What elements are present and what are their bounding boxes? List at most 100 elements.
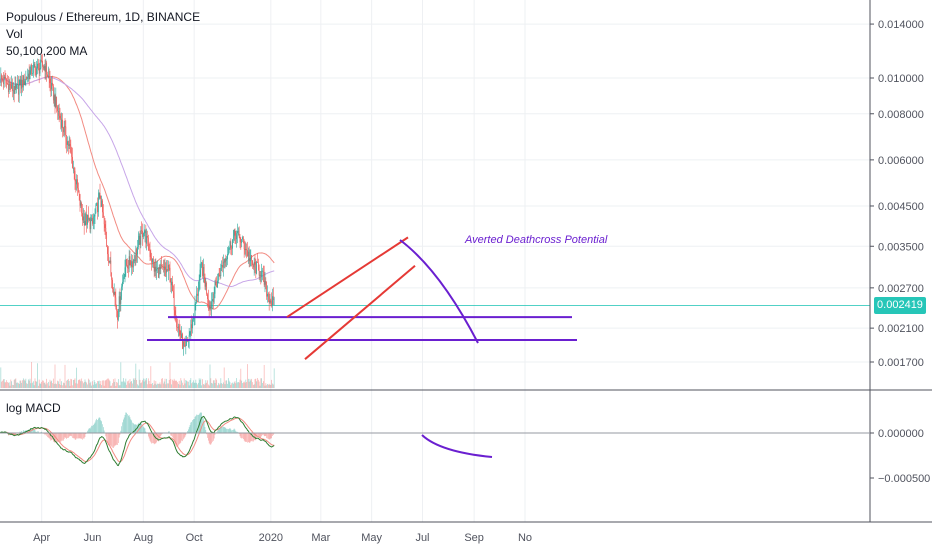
candle-body [225,258,227,261]
candle-body [72,156,73,169]
candle-body [17,84,18,85]
volume-bar [152,385,154,388]
volume-bar [130,381,132,388]
volume-bar [266,385,268,388]
volume-bar [98,380,100,388]
volume-bar [271,379,273,388]
candle-body [147,235,148,238]
candle-body [208,301,210,309]
candle-body [97,202,98,213]
volume-bar [252,382,253,388]
volume-bar [258,381,260,388]
candle-body [50,83,52,90]
volume-bar [72,380,74,388]
volume-bar [228,380,230,388]
volume-bar [200,378,202,388]
volume-bar [75,383,77,388]
candle-body [124,267,126,277]
volume-bar [260,378,262,388]
volume-bar [222,382,224,388]
volume-bar [42,380,43,388]
volume-bar [99,383,101,388]
candle-body [193,317,195,319]
candle-body [32,73,33,75]
candle-body [137,246,138,255]
candle-body [262,270,264,274]
candle-body [230,241,232,249]
candle-body [49,79,51,84]
candle-body [9,84,11,86]
candle-body [186,340,188,346]
candle-body [254,261,256,265]
candle-body [222,261,224,268]
volume-bar [125,378,127,388]
volume-bar [201,385,203,388]
volume-bar [202,379,203,388]
candle-body [264,281,266,285]
volume-bar [7,382,8,388]
volume-bar [265,383,267,388]
volume-bar [214,382,216,388]
volume-bar [129,379,131,388]
volume-bar [237,382,238,388]
volume-bar [120,362,122,388]
volume-bar [185,379,187,388]
candle-body [188,334,190,341]
candle-body [182,333,183,349]
candle-body [170,282,172,286]
candle-body [105,227,107,237]
candle-body [174,310,176,316]
candle-body [145,230,147,244]
candle-body [37,63,39,65]
volume-bar [153,380,155,388]
candle-body [72,168,74,169]
candle-body [78,192,80,195]
candle-body [51,82,53,90]
volume-bar [218,384,220,388]
candle-body [229,241,231,248]
candle-body [247,251,249,257]
volume-bar [143,381,145,388]
candle-body [31,64,33,74]
x-tick-label: May [361,532,382,544]
price-candles [0,54,275,356]
candle-body [265,281,267,282]
candle-body [27,77,28,79]
volume-bar [226,380,228,388]
candle-body [142,230,143,237]
candle-body [102,200,103,213]
volume-bar [243,381,245,388]
volume-bars [0,362,275,388]
candle-body [266,281,268,297]
candle-body [227,252,229,255]
candle-body [28,73,30,80]
candle-body [57,111,59,112]
volume-bar [25,378,27,388]
candle-body [121,286,123,297]
volume-bar [211,382,213,388]
candle-body [118,296,120,315]
volume-bar [202,383,204,388]
candle-body [142,233,144,237]
volume-bar [105,380,107,388]
volume-bar [251,378,253,388]
volume-bar [184,383,186,388]
candle-body [221,264,223,266]
candle-body [117,310,118,320]
candle-body [53,95,55,101]
volume-bar [57,380,58,388]
candle-body [201,262,203,266]
volume-bar [30,383,32,388]
volume-bar [33,385,35,388]
volume-bar [221,383,223,388]
candle-body [178,326,180,330]
candle-body [6,82,8,84]
candle-body [26,77,28,79]
candle-body [232,239,233,249]
volume-bar [110,385,112,388]
volume-bar [229,382,231,388]
candle-body [209,306,211,309]
volume-bar [106,379,108,388]
